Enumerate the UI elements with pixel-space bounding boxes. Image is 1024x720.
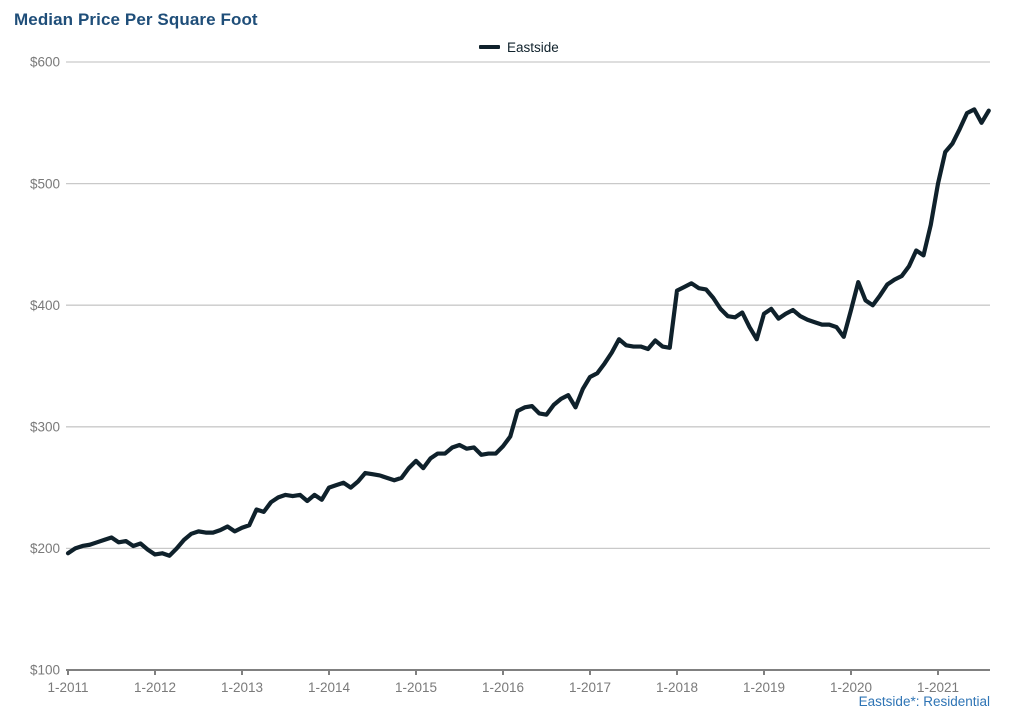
y-axis-label: $100 [30,663,60,678]
eastside-line-series [65,107,991,558]
legend: Eastside [479,39,559,55]
x-axis-label: 1-2014 [308,680,351,695]
y-axis-label: $400 [30,298,60,313]
x-axis-label: 1-2016 [482,680,524,695]
y-axis-label: $200 [30,541,60,556]
x-axis-label: 1-2017 [569,680,611,695]
footer-note: Eastside*: Residential [858,694,990,709]
x-axis-label: 1-2021 [917,680,959,695]
page-title: Median Price Per Square Foot [14,10,258,29]
y-axis-label: $500 [30,176,60,191]
legend-line-swatch-icon [479,45,500,49]
x-axis-label: 1-2011 [47,680,88,695]
x-axis-label: 1-2012 [134,680,176,695]
x-axis-label: 1-2013 [221,680,263,695]
legend-label: Eastside [507,39,559,55]
y-axis-label: $600 [30,55,60,70]
x-axis-label: 1-2019 [743,680,785,695]
x-axis-label: 1-2020 [830,680,872,695]
x-axis-label: 1-2015 [395,680,437,695]
x-axis-label: 1-2018 [656,680,698,695]
y-axis-label: $300 [30,420,60,435]
